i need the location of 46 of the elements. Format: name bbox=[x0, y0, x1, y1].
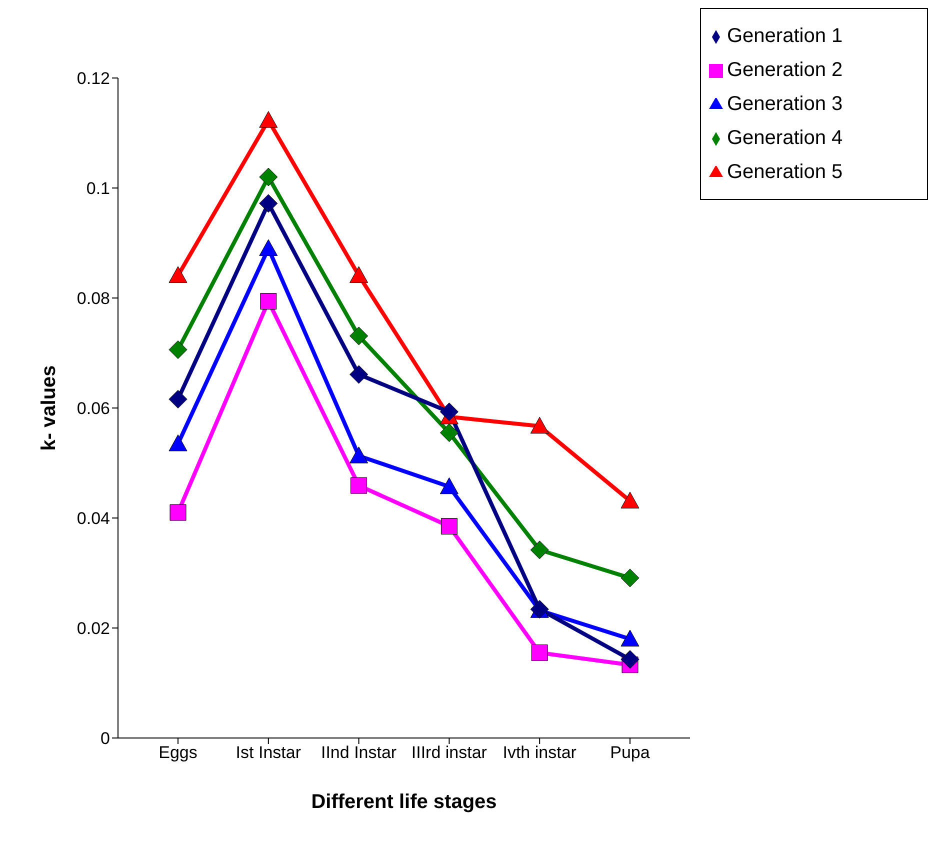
point bbox=[170, 504, 186, 521]
legend-label: Generation 1 bbox=[727, 25, 843, 47]
point bbox=[350, 266, 368, 283]
legend-label: Generation 3 bbox=[727, 93, 843, 115]
x-tick-label: Ist Instar bbox=[236, 743, 302, 762]
point bbox=[168, 390, 188, 408]
point bbox=[440, 402, 458, 422]
x-tick-label: Pupa bbox=[610, 743, 650, 762]
point bbox=[168, 340, 188, 359]
x-tick-label: IInd Instar bbox=[320, 743, 397, 762]
y-tick-label: 0.04 bbox=[76, 509, 110, 528]
y-tick-label: 0.02 bbox=[76, 619, 110, 638]
point bbox=[168, 434, 188, 452]
point bbox=[530, 540, 549, 560]
x-axis-title: Different life stages bbox=[311, 791, 497, 813]
y-axis-title: k- values bbox=[38, 365, 60, 451]
point bbox=[620, 650, 640, 669]
point bbox=[350, 365, 368, 384]
point bbox=[531, 644, 548, 661]
x-tick-label: Ivth instar bbox=[502, 743, 577, 762]
point bbox=[440, 424, 458, 442]
point bbox=[168, 266, 188, 283]
point bbox=[350, 477, 368, 494]
legend-label: Generation 5 bbox=[727, 161, 843, 183]
x-tick-label: Eggs bbox=[158, 743, 198, 762]
point bbox=[260, 293, 277, 310]
y-tick-label: 0.12 bbox=[76, 69, 110, 88]
y-tick-label: 0.08 bbox=[76, 289, 110, 308]
legend-label: Generation 4 bbox=[727, 127, 843, 149]
point bbox=[620, 568, 640, 588]
y-tick-label: 0.06 bbox=[76, 399, 110, 418]
point bbox=[350, 326, 368, 346]
point bbox=[620, 630, 640, 646]
point bbox=[259, 194, 278, 213]
point bbox=[620, 492, 640, 508]
point bbox=[440, 518, 458, 534]
y-tick-label: 0 bbox=[100, 729, 110, 748]
y-tick-label: 0.1 bbox=[86, 179, 110, 198]
point bbox=[259, 239, 278, 256]
point bbox=[350, 446, 368, 464]
point bbox=[259, 168, 278, 186]
x-tick-label: IIIrd instar bbox=[411, 743, 488, 762]
point bbox=[259, 111, 278, 128]
legend-label: Generation 2 bbox=[727, 59, 843, 81]
point bbox=[530, 416, 549, 434]
point bbox=[440, 477, 458, 494]
